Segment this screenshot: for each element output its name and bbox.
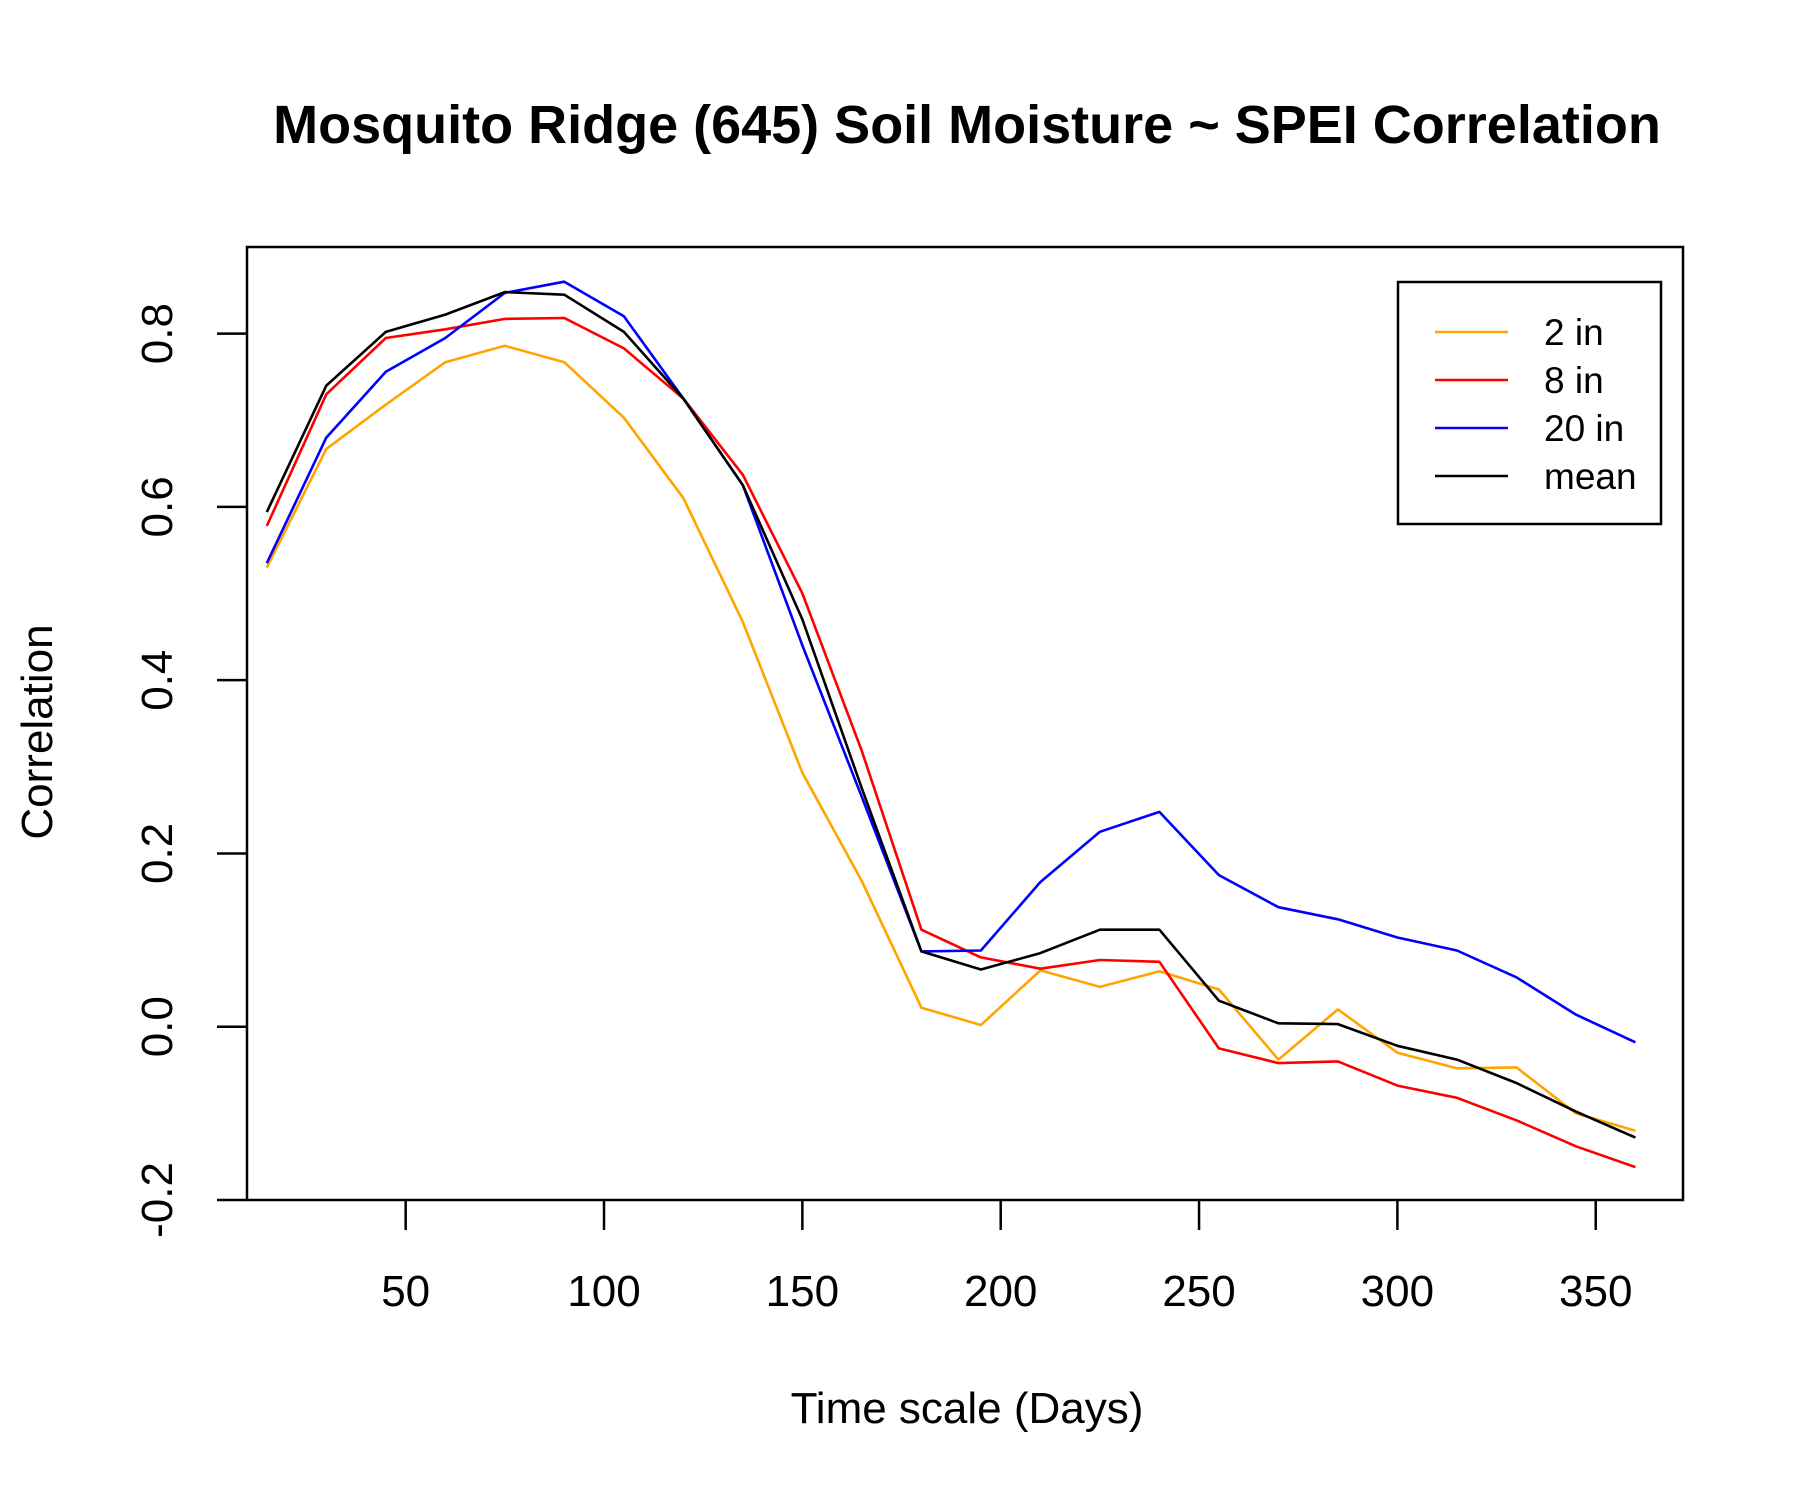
x-tick-label: 300 (1361, 1267, 1434, 1316)
series-line-2-in (265, 344, 1636, 1132)
legend-label: mean (1544, 456, 1637, 497)
x-tick-label: 50 (381, 1267, 430, 1316)
legend-label: 20 in (1544, 408, 1624, 449)
plot-area (265, 280, 1636, 1169)
y-tick-label: -0.2 (133, 1162, 182, 1238)
y-tick-label: 0.4 (133, 650, 182, 711)
series-line-20-in (265, 280, 1636, 1044)
series-line-8-in (265, 316, 1636, 1169)
x-tick-label: 200 (964, 1267, 1037, 1316)
legend: 2 in 8 in 20 in mean (1396, 280, 1663, 526)
x-tick-label: 250 (1162, 1267, 1235, 1316)
series-line-mean (265, 290, 1636, 1139)
y-tick-label: 0.2 (133, 823, 182, 884)
x-axis-label: Time scale (Days) (791, 1384, 1144, 1433)
y-tick-label: 0.6 (133, 476, 182, 537)
x-tick-label: 100 (567, 1267, 640, 1316)
x-axis: 50 100 150 200 250 300 350 (381, 1200, 1632, 1316)
legend-label: 2 in (1544, 312, 1604, 353)
chart-title: Mosquito Ridge (645) Soil Moisture ~ SPE… (273, 95, 1661, 155)
x-tick-label: 150 (766, 1267, 839, 1316)
y-axis: -0.2 0.0 0.2 0.4 0.6 0.8 (133, 303, 247, 1238)
y-axis-label: Correlation (13, 624, 62, 839)
x-tick-label: 350 (1559, 1267, 1632, 1316)
y-tick-label: 0.8 (133, 303, 182, 364)
legend-label: 8 in (1544, 360, 1604, 401)
plot-frame (245, 245, 1685, 1202)
y-tick-label: 0.0 (133, 996, 182, 1057)
legend-box (1396, 280, 1663, 526)
